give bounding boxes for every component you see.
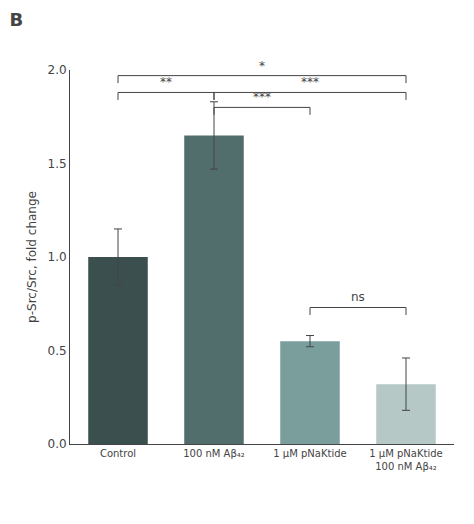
svg-text:Control: Control bbox=[100, 448, 136, 459]
svg-text:***: *** bbox=[253, 90, 271, 104]
svg-text:p-Src/Src, fold change: p-Src/Src, fold change bbox=[25, 191, 39, 323]
svg-text:2.0: 2.0 bbox=[48, 63, 67, 77]
svg-text:1.5: 1.5 bbox=[48, 157, 67, 171]
svg-text:1.0: 1.0 bbox=[48, 250, 67, 264]
svg-text:100 nM Aβ₄₂: 100 nM Aβ₄₂ bbox=[183, 448, 245, 459]
svg-text:1 μM pNaKtide100 nM Aβ₄₂: 1 μM pNaKtide100 nM Aβ₄₂ bbox=[369, 448, 442, 472]
svg-text:0.0: 0.0 bbox=[48, 437, 67, 451]
svg-text:0.5: 0.5 bbox=[48, 344, 67, 358]
svg-text:***: *** bbox=[301, 75, 319, 89]
svg-text:*: * bbox=[259, 59, 265, 73]
svg-text:ns: ns bbox=[351, 290, 365, 304]
svg-text:**: ** bbox=[160, 75, 172, 89]
svg-text:B: B bbox=[9, 9, 23, 30]
svg-text:1 μM pNaKtide: 1 μM pNaKtide bbox=[273, 448, 346, 459]
